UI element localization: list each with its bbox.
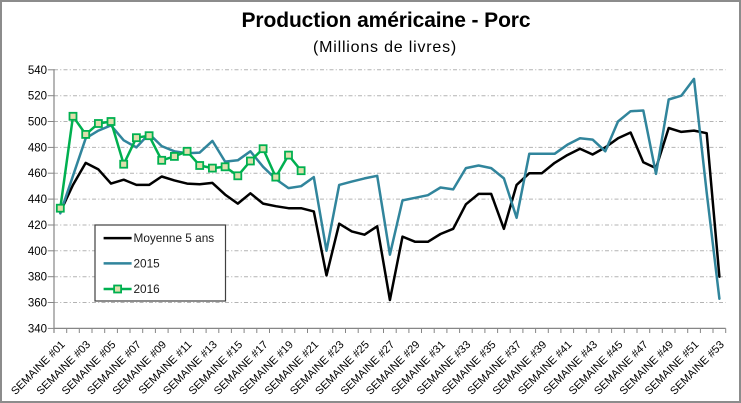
svg-text:400: 400 [28, 246, 47, 258]
svg-text:540: 540 [28, 65, 47, 77]
svg-text:380: 380 [28, 272, 47, 284]
svg-text:2016: 2016 [134, 282, 161, 296]
svg-text:(Millions de livres): (Millions de livres) [313, 39, 457, 56]
svg-text:480: 480 [28, 142, 47, 154]
svg-text:Production américaine - Porc: Production américaine - Porc [242, 9, 531, 32]
svg-text:2015: 2015 [134, 256, 161, 270]
svg-text:460: 460 [28, 168, 47, 180]
svg-text:500: 500 [28, 117, 47, 129]
svg-text:360: 360 [28, 298, 47, 310]
svg-text:Moyenne 5 ans: Moyenne 5 ans [134, 231, 215, 245]
svg-text:520: 520 [28, 91, 47, 103]
svg-text:420: 420 [28, 220, 47, 232]
svg-text:340: 340 [28, 323, 47, 335]
svg-text:440: 440 [28, 194, 47, 206]
